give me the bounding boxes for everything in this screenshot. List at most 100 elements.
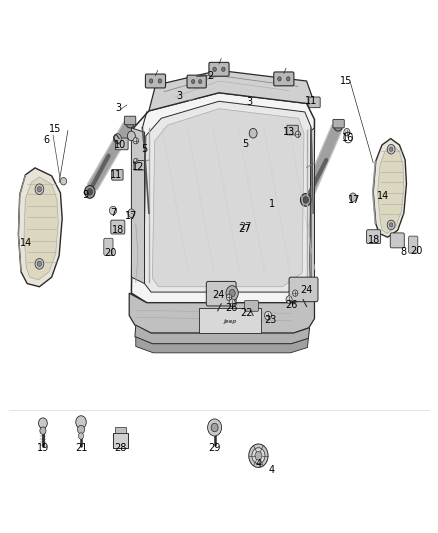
Circle shape bbox=[76, 416, 86, 429]
Text: 23: 23 bbox=[265, 315, 277, 325]
Text: 18: 18 bbox=[368, 235, 381, 245]
Text: 20: 20 bbox=[104, 248, 117, 258]
Circle shape bbox=[40, 427, 46, 434]
Circle shape bbox=[387, 144, 395, 154]
FancyBboxPatch shape bbox=[124, 116, 136, 125]
Text: 8: 8 bbox=[400, 247, 406, 256]
Circle shape bbox=[113, 134, 121, 143]
Text: 26: 26 bbox=[285, 300, 297, 310]
Text: 1: 1 bbox=[268, 199, 275, 209]
Bar bbox=[199, 308, 261, 333]
Circle shape bbox=[78, 425, 85, 434]
Circle shape bbox=[191, 79, 195, 84]
Text: 14: 14 bbox=[377, 191, 389, 201]
Circle shape bbox=[37, 187, 42, 192]
Bar bbox=[115, 427, 126, 433]
Circle shape bbox=[198, 79, 202, 84]
FancyBboxPatch shape bbox=[187, 75, 206, 88]
Circle shape bbox=[133, 138, 138, 144]
FancyBboxPatch shape bbox=[116, 138, 128, 150]
Text: 17: 17 bbox=[348, 196, 360, 205]
Text: 18: 18 bbox=[112, 225, 124, 235]
FancyBboxPatch shape bbox=[390, 233, 404, 248]
Circle shape bbox=[286, 296, 292, 303]
Circle shape bbox=[134, 158, 138, 164]
FancyBboxPatch shape bbox=[367, 230, 381, 244]
Polygon shape bbox=[131, 128, 145, 284]
FancyBboxPatch shape bbox=[134, 160, 145, 170]
Polygon shape bbox=[18, 175, 25, 272]
Circle shape bbox=[293, 290, 298, 296]
Text: 27: 27 bbox=[238, 224, 251, 234]
Text: 28: 28 bbox=[114, 443, 127, 453]
FancyBboxPatch shape bbox=[309, 97, 320, 108]
Polygon shape bbox=[18, 168, 62, 287]
Circle shape bbox=[35, 184, 44, 195]
FancyBboxPatch shape bbox=[206, 281, 236, 306]
Circle shape bbox=[126, 117, 134, 128]
Circle shape bbox=[35, 259, 44, 269]
Circle shape bbox=[158, 79, 162, 83]
Circle shape bbox=[85, 185, 95, 198]
Polygon shape bbox=[372, 161, 376, 224]
FancyBboxPatch shape bbox=[287, 125, 298, 135]
FancyBboxPatch shape bbox=[209, 62, 229, 76]
Circle shape bbox=[127, 131, 135, 141]
Polygon shape bbox=[149, 70, 314, 111]
Circle shape bbox=[389, 223, 393, 227]
Circle shape bbox=[149, 79, 153, 83]
Text: 5: 5 bbox=[242, 139, 248, 149]
Circle shape bbox=[60, 177, 67, 185]
Text: 27: 27 bbox=[239, 222, 251, 231]
Circle shape bbox=[265, 311, 272, 320]
Text: 16: 16 bbox=[342, 133, 354, 142]
FancyBboxPatch shape bbox=[244, 301, 258, 311]
Circle shape bbox=[37, 261, 42, 266]
Polygon shape bbox=[152, 109, 304, 287]
Circle shape bbox=[110, 206, 117, 215]
Circle shape bbox=[300, 193, 311, 206]
Text: 24: 24 bbox=[300, 286, 313, 295]
Circle shape bbox=[226, 286, 238, 301]
FancyBboxPatch shape bbox=[289, 277, 318, 302]
FancyBboxPatch shape bbox=[145, 74, 166, 88]
Circle shape bbox=[387, 220, 395, 230]
Circle shape bbox=[350, 193, 357, 201]
Circle shape bbox=[334, 120, 343, 131]
Circle shape bbox=[252, 448, 265, 464]
Polygon shape bbox=[378, 145, 404, 233]
Circle shape bbox=[211, 423, 218, 432]
Circle shape bbox=[278, 77, 281, 81]
Text: 4: 4 bbox=[255, 459, 261, 469]
Text: 29: 29 bbox=[208, 443, 221, 453]
Circle shape bbox=[78, 433, 84, 439]
FancyBboxPatch shape bbox=[333, 119, 344, 128]
Text: 15: 15 bbox=[49, 124, 61, 134]
Circle shape bbox=[229, 299, 235, 306]
Text: 9: 9 bbox=[82, 190, 88, 199]
FancyBboxPatch shape bbox=[112, 169, 123, 180]
Text: 7: 7 bbox=[110, 208, 116, 218]
Text: 3: 3 bbox=[115, 103, 121, 112]
FancyBboxPatch shape bbox=[104, 238, 113, 255]
Text: 19: 19 bbox=[37, 443, 49, 453]
Circle shape bbox=[226, 294, 232, 301]
Circle shape bbox=[303, 197, 308, 203]
Text: 11: 11 bbox=[305, 96, 317, 106]
Circle shape bbox=[208, 419, 222, 436]
Circle shape bbox=[128, 209, 135, 217]
Text: 17: 17 bbox=[125, 211, 138, 221]
Text: 4: 4 bbox=[268, 465, 275, 475]
Circle shape bbox=[344, 128, 350, 136]
Polygon shape bbox=[311, 128, 314, 284]
Text: 12: 12 bbox=[132, 163, 144, 172]
Bar bbox=[113, 433, 128, 448]
Circle shape bbox=[39, 418, 47, 429]
Text: 20: 20 bbox=[410, 246, 422, 255]
Circle shape bbox=[286, 77, 290, 81]
Text: 22: 22 bbox=[240, 309, 252, 318]
Text: 24: 24 bbox=[212, 290, 224, 300]
Text: 21: 21 bbox=[75, 443, 87, 453]
Text: 3: 3 bbox=[247, 98, 253, 107]
Circle shape bbox=[255, 451, 262, 460]
